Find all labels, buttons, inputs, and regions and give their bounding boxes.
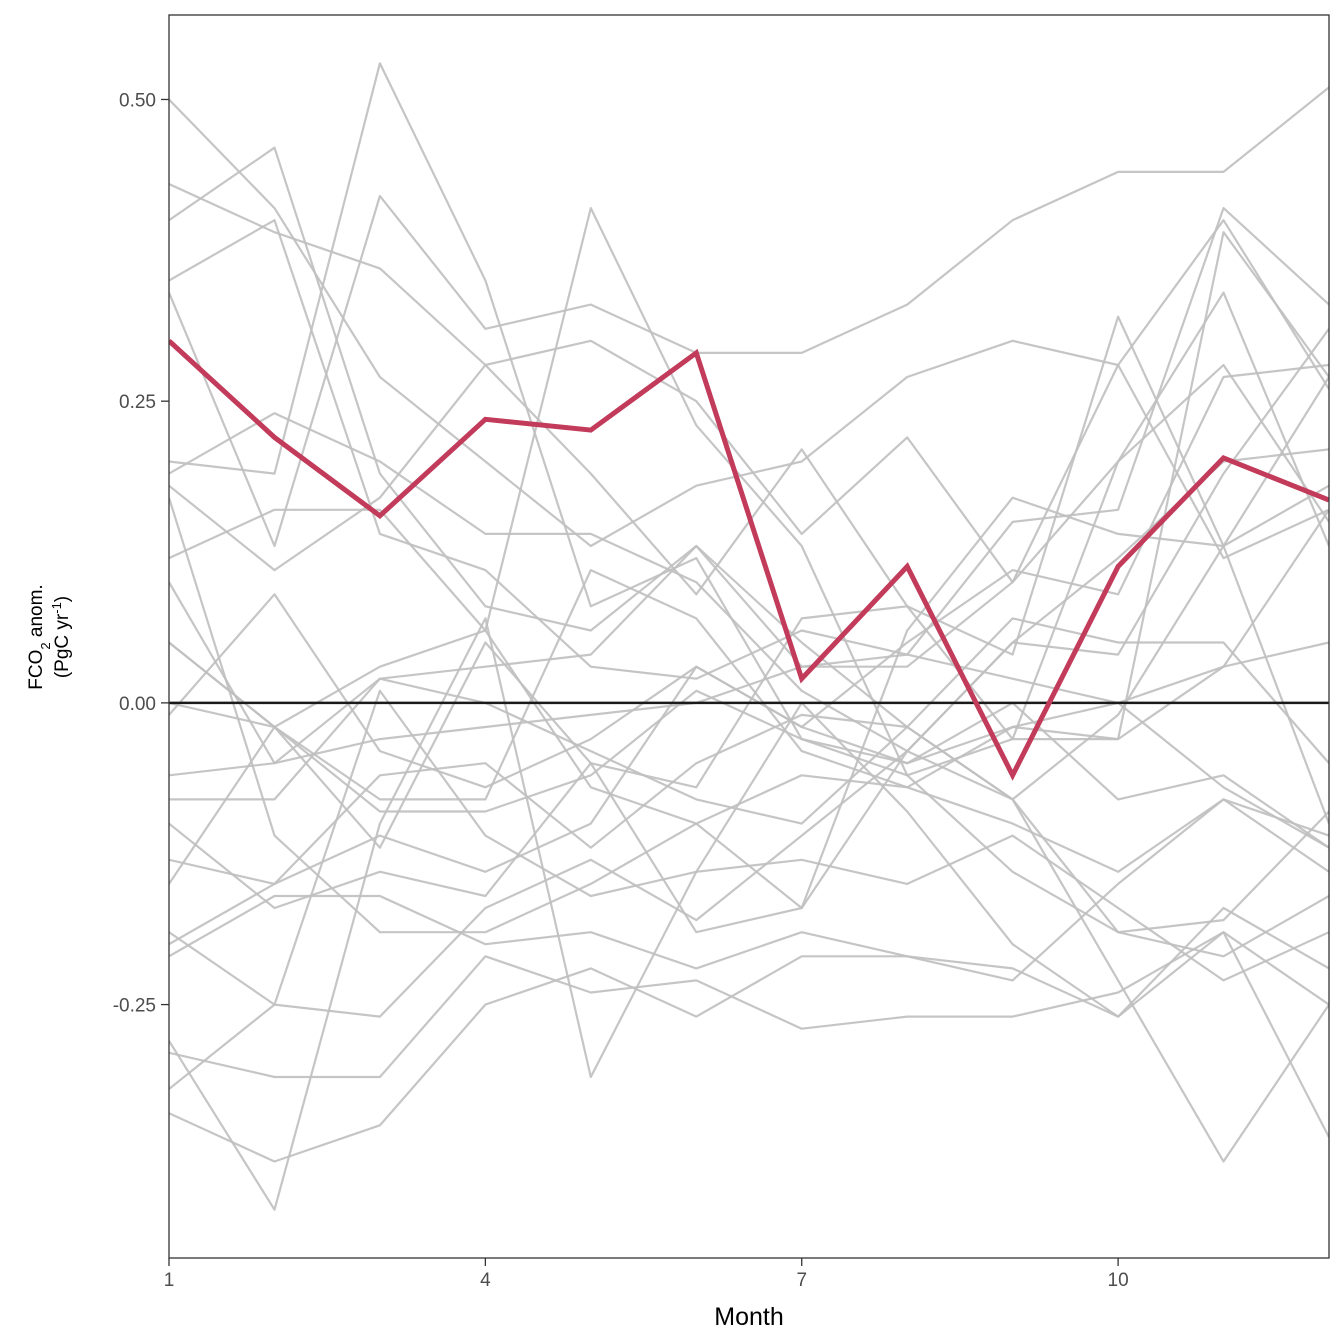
y-axis-title-line2: (PgC yr [52,613,73,678]
ensemble-series-line-22 [169,749,1329,1163]
y-axis: -0.25 0.00 0.25 0.50 [113,90,169,1017]
ensemble-series-line-23 [169,931,1329,1163]
ensemble-series-line-1 [169,98,1329,560]
highlight-series-line [169,338,1329,781]
y-axis-title-line1: FCO [26,650,47,690]
x-tick-label: 10 [1108,1270,1129,1291]
ensemble-series-line-3 [169,207,1329,680]
ensemble-series-line-6 [169,62,1329,765]
y-tick-label: 0.25 [119,392,156,413]
svg-text:(PgC yr-1): (PgC yr-1) [49,596,74,678]
x-tick-label: 7 [796,1270,807,1291]
x-axis: 1 4 7 10 [164,1258,1129,1291]
x-axis-title: Month [714,1303,783,1331]
ensemble-series-line-20 [169,798,1329,982]
ensemble-series-line-17 [169,568,1329,885]
highlight-series-group [169,338,1329,781]
ensemble-series-line-18 [169,713,1329,958]
ensemble-series-line-9 [169,207,1329,777]
ensemble-series-line-7 [169,328,1329,753]
ensemble-series-line-15 [169,617,1329,825]
x-tick-label: 4 [480,1270,491,1291]
y-axis-title: FCO2 anom. (PgC yr-1) [26,584,73,689]
ensemble-series-group [169,62,1329,1211]
svg-text:FCO2 anom.: FCO2 anom. [26,584,53,689]
x-tick-label: 1 [164,1270,175,1291]
ensemble-series-line-10 [169,544,1329,824]
plot-panel-border [168,14,1330,1259]
y-tick-label: 0.50 [119,90,156,111]
ensemble-series-line-25 [169,497,1329,934]
ensemble-series-line-24 [169,617,1329,1211]
y-tick-label: 0.00 [119,694,156,715]
ensemble-series-line-27 [169,448,1329,934]
ensemble-series-line-4 [169,146,1329,668]
ensemble-series-line-19 [169,689,1329,1006]
ensemble-series-line-16 [169,665,1329,886]
y-tick-label: -0.25 [113,996,156,1017]
ensemble-series-line-5 [169,86,1329,548]
ensemble-series-line-26 [169,641,1329,934]
ensemble-series-line-21 [169,931,1329,1079]
